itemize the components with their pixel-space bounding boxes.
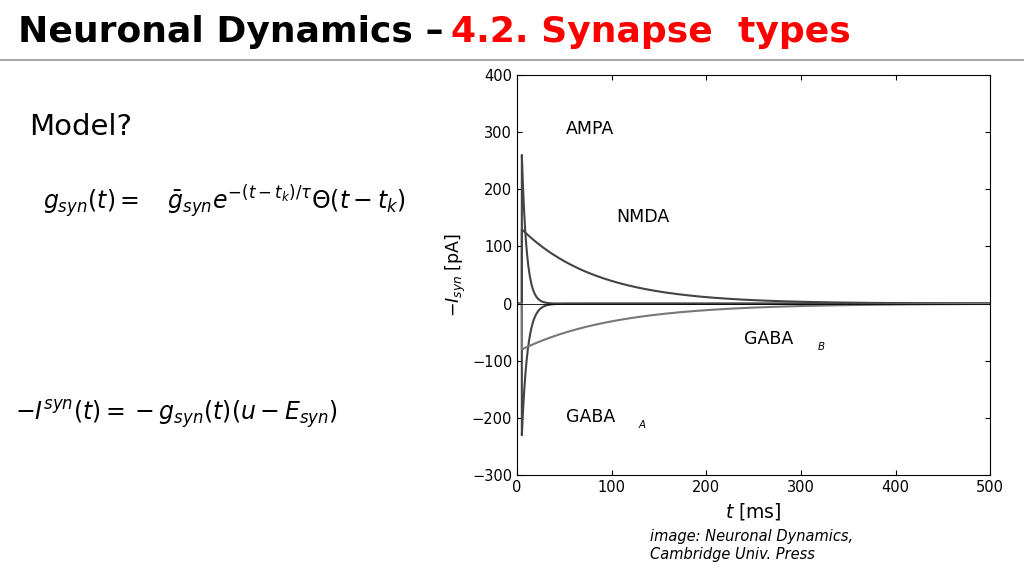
- Text: image: Neuronal Dynamics,
Cambridge Univ. Press: image: Neuronal Dynamics, Cambridge Univ…: [650, 529, 853, 562]
- Y-axis label: $-I_{\mathit{syn}}$ [pA]: $-I_{\mathit{syn}}$ [pA]: [443, 233, 468, 317]
- Text: $_{B}$: $_{B}$: [817, 338, 825, 353]
- Text: Model?: Model?: [29, 113, 132, 141]
- X-axis label: $t$ [ms]: $t$ [ms]: [725, 501, 782, 522]
- Text: $g_{\mathit{syn}}(t) = \quad \bar{g}_{\mathit{syn}}e^{-(t-t_k)/\tau}\Theta(t-t_k: $g_{\mathit{syn}}(t) = \quad \bar{g}_{\m…: [43, 184, 407, 221]
- Text: AMPA: AMPA: [566, 120, 614, 138]
- Text: Neuronal Dynamics –: Neuronal Dynamics –: [18, 14, 457, 49]
- Text: GABA: GABA: [744, 330, 794, 348]
- Text: $-I^{\mathit{syn}}(t) = -g_{\mathit{syn}}(t)(u - E_{\mathit{syn}})$: $-I^{\mathit{syn}}(t) = -g_{\mathit{syn}…: [15, 399, 338, 431]
- Text: $_{A}$: $_{A}$: [638, 416, 647, 431]
- Text: NMDA: NMDA: [616, 208, 670, 226]
- Text: GABA: GABA: [566, 408, 615, 426]
- Text: 4.2. Synapse  types: 4.2. Synapse types: [451, 14, 850, 49]
